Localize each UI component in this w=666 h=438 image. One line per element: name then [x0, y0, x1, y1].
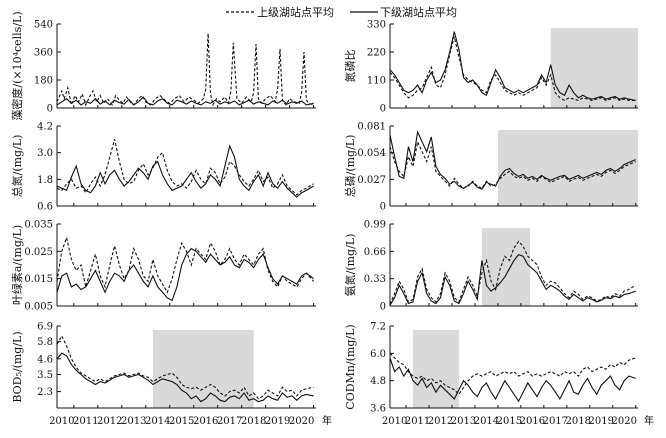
y-tick-label: 6.0: [370, 349, 386, 360]
y-tick-label: 4.2: [37, 122, 53, 133]
x-tick-label: 2015: [497, 416, 522, 427]
y-tick-label: 110: [367, 76, 386, 87]
series-solid-tn: [56, 144, 314, 198]
x-tick-label: 2013: [121, 416, 146, 427]
y-axis-label-tn_tp: 氮磷比: [343, 50, 357, 83]
panel-bod5: 2.33.54.65.86.9BOD₅/(mg/L)20102011201220…: [11, 322, 332, 428]
y-axis-label-algae: 藻密度/(×10⁴cells/L): [10, 11, 24, 120]
y-tick-label: 0.005: [24, 302, 53, 313]
y-axis-label-bod5: BOD₅/(mg/L): [11, 331, 24, 402]
y-tick-label: 1.8: [37, 175, 53, 186]
y-tick-label: 7.2: [370, 322, 386, 333]
y-tick-label: 0.035: [24, 220, 53, 231]
y-tick-label: 180: [34, 76, 53, 87]
x-tick-label: 2017: [543, 416, 568, 427]
y-tick-label: 0.025: [24, 247, 53, 258]
y-tick-label: 0.054: [357, 148, 386, 159]
x-tick-label: 2012: [428, 416, 453, 427]
x-tick-label: 2018: [566, 416, 591, 427]
y-tick-label: 4.8: [370, 376, 386, 387]
series-dashed-bod5: [56, 334, 314, 400]
x-tick-label: 2016: [520, 416, 545, 427]
x-tick-label: 2010: [382, 416, 407, 427]
x-tick-label: 2011: [73, 416, 98, 427]
y-tick-label: 330: [367, 20, 386, 31]
y-tick-label: 220: [367, 48, 386, 59]
series-solid-algae: [56, 96, 314, 106]
legend-upper-label: 上级湖站点平均: [257, 5, 334, 19]
y-tick-label: 6.9: [37, 322, 53, 333]
panel-tn_tp: 0 110 220 330 氮磷比: [343, 20, 638, 115]
y-axis-label-codmn: CODMn/(mg/L): [344, 324, 357, 409]
y-tick-label: 0.33: [364, 274, 386, 285]
y-tick-label: 0.081: [357, 122, 386, 133]
y-axis-label-tn: 总氮/(mg/L): [10, 135, 24, 198]
series-dashed-chla: [56, 235, 315, 294]
series-solid-tp: [389, 129, 636, 190]
x-tick-label: 2015: [169, 416, 194, 427]
series-dashed-tp: [389, 139, 636, 189]
y-axis-label-nh3n: 氨氮/(mg/L): [343, 234, 357, 297]
y-tick-label: 0: [380, 302, 386, 313]
x-tick-label: 2010: [49, 416, 74, 427]
x-unit-label: 年: [322, 414, 332, 427]
y-tick-label: 0.6: [37, 202, 53, 213]
y-tick-label: 4.6: [37, 354, 53, 365]
shade-region-nh3n: [481, 228, 531, 306]
shade-region-tn_tp: [550, 28, 638, 108]
panel-algae: 0 180 360 540 藻密度/(×10⁴cells/L): [10, 11, 316, 121]
x-tick-label: 2018: [241, 416, 266, 427]
y-tick-label: 3.0: [37, 148, 53, 159]
series-solid-chla: [56, 247, 314, 302]
y-axis-label-chla: 叶绿素a/(mg/L): [10, 225, 24, 305]
y-tick-label: 540: [34, 20, 53, 31]
x-tick-label: 2014: [474, 416, 499, 427]
series-solid-bod5: [56, 352, 314, 403]
legend-lower-label: 下级湖站点平均: [380, 5, 457, 19]
y-tick-label: 0: [380, 202, 386, 213]
x-tick-label: 2013: [451, 416, 476, 427]
y-tick-label: 0: [380, 104, 386, 115]
y-tick-label: 3.5: [37, 370, 53, 381]
y-tick-label: 5.8: [37, 337, 53, 348]
x-tick-label: 2020: [289, 416, 314, 427]
shade-region-tp: [497, 130, 638, 206]
series-dashed-tn_tp: [389, 36, 636, 102]
y-tick-label: 0.99: [364, 220, 386, 231]
series-dashed-codmn: [389, 352, 636, 396]
x-tick-label: 2020: [611, 416, 636, 427]
shade-region-codmn: [412, 330, 459, 408]
x-tick-label: 2017: [217, 416, 242, 427]
series-solid-tn_tp: [389, 31, 636, 101]
x-tick-label: 2019: [265, 416, 290, 427]
panel-nh3n: 0 0.33 0.66 0.99 氨氮/(mg/L): [343, 220, 638, 313]
x-tick-label: 2019: [589, 416, 614, 427]
y-tick-label: 360: [34, 48, 53, 59]
x-tick-label: 2016: [193, 416, 218, 427]
y-tick-label: 0: [47, 104, 53, 115]
y-tick-label: 0.027: [357, 175, 386, 186]
legend: 上级湖站点平均 下级湖站点平均: [226, 5, 457, 19]
series-dashed-algae: [56, 33, 314, 107]
panel-tn: 0.6 1.8 3.0 4.2 总氮/(mg/L): [10, 122, 316, 213]
y-tick-label: 3.6: [370, 404, 386, 415]
x-tick-label: 2011: [405, 416, 430, 427]
y-axis-label-tp: 总磷/(mg/L): [343, 135, 357, 198]
y-tick-label: 2.3: [37, 387, 53, 398]
series-dashed-tn: [56, 139, 314, 196]
shade-region-bod5: [152, 330, 254, 408]
series-solid-codmn: [389, 357, 636, 403]
panel-codmn: 3.6 4.8 6.0 7.2 CODMn/(mg/L) 2010201120122013…: [344, 322, 654, 428]
panels: 0 180 360 540 藻密度/(×10⁴cells/L) 0 110 220 330 氮磷比…: [10, 11, 654, 427]
y-tick-label: 0.66: [364, 247, 386, 258]
y-tick-label: 0.015: [24, 274, 53, 285]
x-tick-label: 2014: [145, 416, 170, 427]
x-tick-label: 2012: [97, 416, 122, 427]
series-solid-nh3n: [389, 253, 636, 306]
x-unit-label: 年: [644, 414, 654, 427]
